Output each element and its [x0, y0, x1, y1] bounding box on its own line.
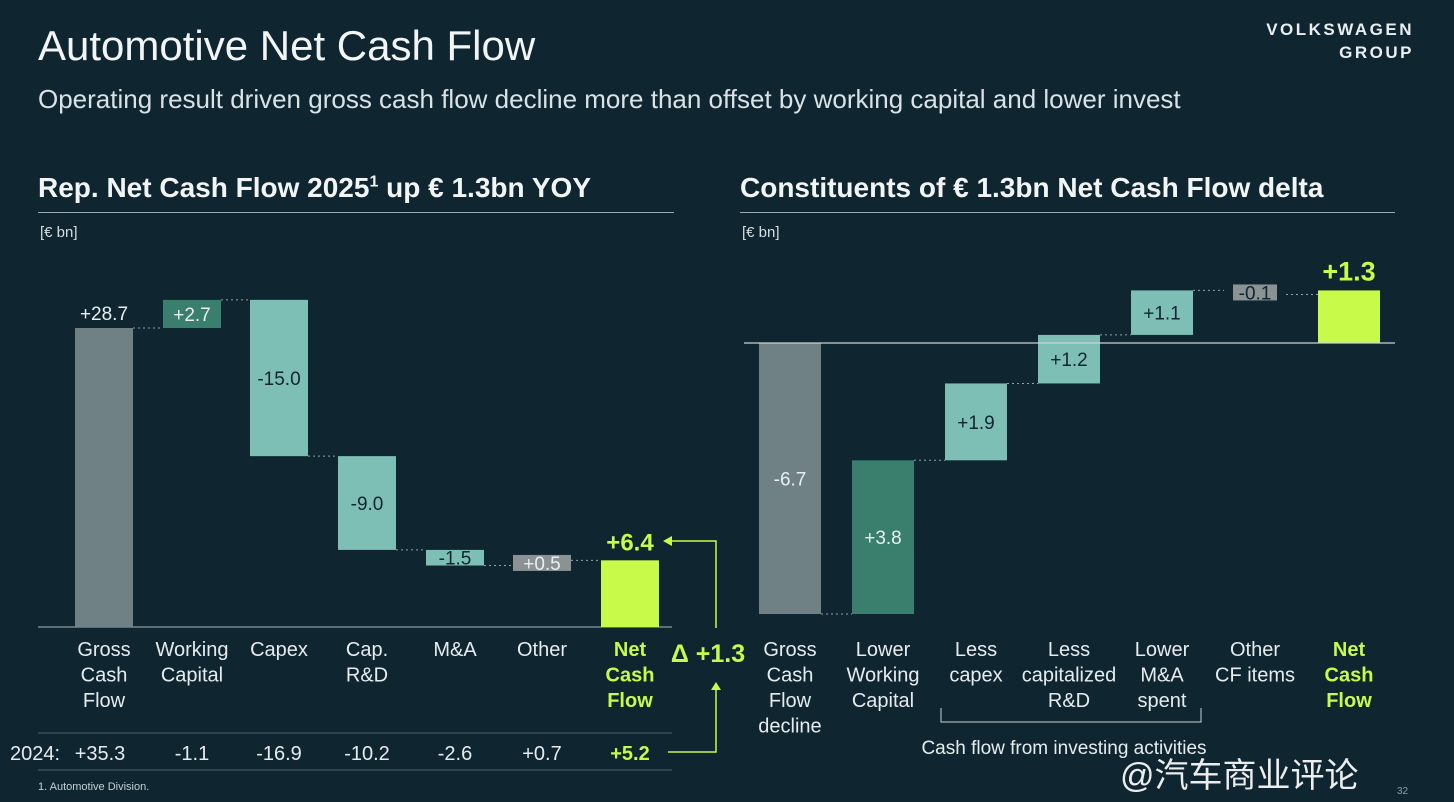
left-bar	[426, 549, 484, 566]
right-category-label: spent	[1138, 690, 1187, 712]
right-waterfall-chart: -6.7 +3.8 +1.9 +1.2 +1.1 -0.1 +1.3 Gross Cash Flo…	[744, 256, 1395, 759]
right-category-label: Flow	[769, 690, 812, 712]
brand-line-1: VOLKSWAGEN	[1266, 20, 1414, 39]
delta-arrow-up-line	[668, 690, 717, 753]
left-chart-title-footnote-marker: 1	[369, 173, 379, 191]
right-category-label: Lower	[856, 639, 911, 661]
right-category-label: M&A	[1140, 665, 1184, 687]
left-category-label: Capital	[161, 665, 223, 687]
delta-arrow-up-head	[711, 682, 721, 690]
delta-arrow-left-head	[663, 536, 672, 546]
watermark: @汽车商业评论	[1120, 757, 1359, 795]
investing-bracket	[940, 708, 1202, 723]
left-bar	[75, 328, 133, 627]
left-category-label: Gross	[77, 639, 130, 661]
left-bar	[163, 299, 221, 328]
left-category-label: Cash	[81, 665, 128, 687]
left-bar	[601, 560, 659, 627]
prior-year-value: -10.2	[344, 743, 390, 765]
left-bar	[513, 554, 571, 571]
right-category-label: Flow	[1326, 690, 1372, 712]
right-category-label: CF items	[1215, 665, 1295, 687]
page-title: Automotive Net Cash Flow	[38, 22, 536, 69]
left-bar-value-label: +2.7	[173, 305, 211, 326]
right-category-label: Lower	[1135, 639, 1190, 661]
right-category-label: decline	[758, 716, 821, 738]
right-bar-value-label: +3.8	[864, 528, 902, 549]
delta-arrow-left-line	[672, 540, 717, 628]
left-category-label: Net	[614, 639, 647, 661]
right-bar-value-label: -6.7	[774, 470, 807, 491]
prior-year-label: 2024:	[10, 743, 60, 765]
right-category-label: Net	[1333, 639, 1366, 661]
right-category-label: R&D	[1048, 690, 1090, 712]
right-bar	[852, 460, 914, 614]
delta-label: Δ +1.3	[671, 640, 745, 668]
right-category-label: capex	[949, 665, 1002, 687]
left-category-label: Flow	[607, 690, 653, 712]
prior-year-value: +5.2	[610, 743, 649, 765]
right-bar-value-label: +1.9	[957, 413, 995, 434]
right-category-label: Capital	[852, 690, 914, 712]
prior-year-value: -2.6	[438, 743, 472, 765]
brand-line-2: GROUP	[1339, 43, 1414, 62]
left-chart-title-suffix: up € 1.3bn YOY	[378, 172, 591, 203]
prior-year-value: -16.9	[256, 743, 302, 765]
left-bar	[338, 456, 396, 550]
right-category-label: Other	[1230, 639, 1280, 661]
brand-logo: VOLKSWAGEN GROUP	[1266, 18, 1414, 64]
right-bar-value-label: +1.3	[1322, 256, 1375, 286]
right-category-label: Less	[955, 639, 997, 661]
right-unit-label: [€ bn]	[742, 224, 780, 241]
right-bar-value-label: -0.1	[1239, 283, 1272, 304]
footnote: 1. Automotive Division.	[38, 781, 150, 793]
left-category-label: Cap.	[346, 639, 388, 661]
right-bar-value-label: +1.1	[1143, 304, 1181, 325]
left-category-label: Working	[156, 639, 229, 661]
right-bar	[1131, 290, 1193, 335]
right-category-label: capitalized	[1022, 665, 1117, 687]
left-category-label: Cash	[606, 665, 655, 687]
prior-year-value: +35.3	[75, 743, 126, 765]
left-category-label: Capex	[250, 639, 308, 661]
left-waterfall-chart: +28.7 +2.7 -15.0 -9.0 -1.5 +0.5 +6.4 Gross Cash F…	[10, 299, 745, 771]
left-bar-value-label: -15.0	[257, 369, 300, 390]
left-category-label: M&A	[433, 639, 477, 661]
left-bar-value-label: +28.7	[80, 304, 128, 325]
left-unit-label: [€ bn]	[40, 224, 78, 241]
right-category-label: Less	[1048, 639, 1090, 661]
left-category-label: Other	[517, 639, 567, 661]
right-category-label: Working	[847, 665, 920, 687]
right-bar	[945, 383, 1007, 461]
right-category-label: Gross	[763, 639, 816, 661]
investing-bracket-label: Cash flow from investing activities	[921, 738, 1206, 759]
left-bar-value-label: -9.0	[351, 494, 384, 515]
left-category-label: Flow	[83, 690, 126, 712]
left-bar-value-label: -1.5	[439, 549, 472, 570]
left-chart-title-main: Rep. Net Cash Flow 2025	[38, 172, 370, 203]
right-chart-title: Constituents of € 1.3bn Net Cash Flow de…	[740, 172, 1324, 203]
left-bar-value-label: +6.4	[606, 529, 654, 556]
left-bar-value-label: +0.5	[523, 554, 561, 575]
page-number: 32	[1397, 786, 1409, 797]
right-bar	[1233, 284, 1277, 301]
prior-year-value: +0.7	[522, 743, 561, 765]
left-title-rule	[38, 212, 674, 213]
right-bar	[759, 343, 821, 614]
page-subtitle: Operating result driven gross cash flow …	[38, 84, 1181, 114]
right-bar-value-label: +1.2	[1050, 350, 1088, 371]
prior-year-value: -1.1	[175, 743, 209, 765]
right-category-label: Cash	[1325, 665, 1374, 687]
left-category-label: R&D	[346, 665, 388, 687]
right-category-label: Cash	[767, 665, 814, 687]
right-bar	[1318, 290, 1380, 343]
left-chart-title: Rep. Net Cash Flow 20251 up € 1.3bn YOY	[38, 172, 591, 204]
left-bar	[250, 299, 308, 457]
right-title-rule	[740, 212, 1395, 213]
